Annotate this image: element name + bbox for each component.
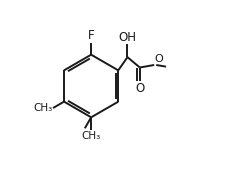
Text: O: O	[155, 54, 164, 64]
Text: CH₃: CH₃	[33, 103, 52, 113]
Text: OH: OH	[118, 31, 136, 44]
Text: CH₃: CH₃	[82, 131, 101, 141]
Text: O: O	[135, 82, 144, 95]
Text: F: F	[88, 29, 94, 42]
